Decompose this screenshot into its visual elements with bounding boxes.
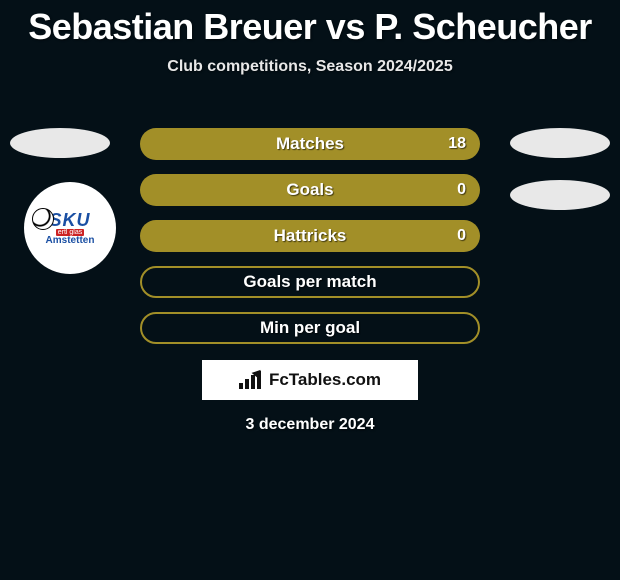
stat-bar: Min per goal xyxy=(140,312,480,344)
stat-label: Goals xyxy=(286,180,333,200)
page-title: Sebastian Breuer vs P. Scheucher xyxy=(0,6,620,48)
stat-bar: Goals 0 xyxy=(140,174,480,206)
club-logo: SKU ertl glas Amstetten xyxy=(34,192,106,264)
stat-value: 0 xyxy=(457,227,466,245)
subtitle: Club competitions, Season 2024/2025 xyxy=(0,58,620,76)
stat-label: Min per goal xyxy=(260,318,360,338)
stat-value: 18 xyxy=(448,135,466,153)
club-logo-bottom-text: Amstetten xyxy=(46,235,95,246)
player-right-placeholder xyxy=(510,128,610,158)
player-left-placeholder xyxy=(10,128,110,158)
stat-label: Matches xyxy=(276,134,344,154)
soccer-ball-icon xyxy=(32,208,54,230)
club-logo-top-text: SKU xyxy=(49,210,90,231)
stats-bars: Matches 18 Goals 0 Hattricks 0 Goals per match… xyxy=(140,128,480,344)
club-logo-circle: SKU ertl glas Amstetten xyxy=(24,182,116,274)
stat-label: Goals per match xyxy=(243,272,376,292)
player-right-placeholder-2 xyxy=(510,180,610,210)
stat-bar: Matches 18 xyxy=(140,128,480,160)
fctables-text: FcTables.com xyxy=(269,370,381,390)
stat-value: 0 xyxy=(457,181,466,199)
stat-bar: Goals per match xyxy=(140,266,480,298)
date-label: 3 december 2024 xyxy=(0,416,620,434)
stat-bar: Hattricks 0 xyxy=(140,220,480,252)
stat-label: Hattricks xyxy=(274,226,347,246)
fctables-link[interactable]: FcTables.com xyxy=(202,360,418,400)
